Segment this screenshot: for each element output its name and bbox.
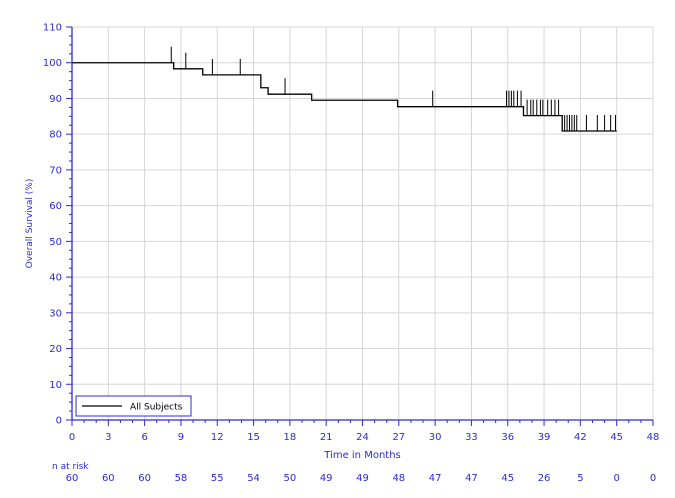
risk-count: 54 bbox=[247, 473, 260, 484]
legend: All Subjects bbox=[75, 395, 192, 417]
y-tick-label: 30 bbox=[49, 308, 62, 319]
y-tick-label: 100 bbox=[43, 58, 62, 69]
risk-count: 47 bbox=[465, 473, 478, 484]
risk-count: 26 bbox=[538, 473, 551, 484]
axes bbox=[66, 26, 654, 426]
x-tick-label: 6 bbox=[141, 432, 147, 443]
x-tick-label: 36 bbox=[501, 432, 514, 443]
y-tick-label: 60 bbox=[49, 201, 62, 212]
y-tick-label: 40 bbox=[49, 273, 62, 284]
y-tick-label: 0 bbox=[56, 416, 62, 427]
risk-count: 5 bbox=[577, 473, 583, 484]
y-tick-label: 70 bbox=[49, 165, 62, 176]
y-tick-label: 50 bbox=[49, 237, 62, 248]
x-tick-label: 30 bbox=[429, 432, 442, 443]
x-tick-label: 15 bbox=[247, 432, 260, 443]
x-tick-label: 39 bbox=[538, 432, 551, 443]
risk-count: 50 bbox=[284, 473, 297, 484]
x-tick-label: 12 bbox=[211, 432, 224, 443]
survival-step-line bbox=[72, 62, 617, 132]
x-tick-label: 48 bbox=[647, 432, 660, 443]
x-tick-label: 45 bbox=[610, 432, 623, 443]
x-tick-label: 42 bbox=[574, 432, 587, 443]
risk-table-label: n at risk bbox=[52, 462, 89, 472]
y-axis-label: Overall Survival (%) bbox=[25, 179, 35, 269]
x-tick-label: 0 bbox=[69, 432, 75, 443]
risk-count: 0 bbox=[614, 473, 620, 484]
y-tick-label: 10 bbox=[49, 380, 62, 391]
grid-lines bbox=[72, 26, 654, 420]
risk-count: 58 bbox=[175, 473, 188, 484]
risk-count: 55 bbox=[211, 473, 224, 484]
x-tick-label: 24 bbox=[356, 432, 369, 443]
censor-marks bbox=[170, 46, 616, 131]
x-tick-label: 18 bbox=[284, 432, 297, 443]
y-tick-label: 90 bbox=[49, 94, 62, 105]
y-tick-label: 20 bbox=[49, 344, 62, 355]
x-tick-label: 21 bbox=[320, 432, 333, 443]
risk-count: 60 bbox=[66, 473, 79, 484]
risk-count: 48 bbox=[392, 473, 405, 484]
y-tick-label: 110 bbox=[43, 23, 62, 34]
tick-labels: 0 3 6 9 12 15 18 21 24 27 30 33 36 39 42 45 480102030405… bbox=[43, 23, 659, 444]
x-tick-label: 27 bbox=[392, 432, 405, 443]
risk-count: 49 bbox=[356, 473, 369, 484]
x-tick-label: 9 bbox=[178, 432, 184, 443]
risk-count: 45 bbox=[501, 473, 514, 484]
risk-count: 49 bbox=[320, 473, 333, 484]
risk-count: 60 bbox=[102, 473, 115, 484]
legend-box bbox=[75, 395, 192, 417]
risk-count: 47 bbox=[429, 473, 442, 484]
x-axis-label: Time in Months bbox=[323, 450, 401, 461]
legend-label: All Subjects bbox=[130, 403, 183, 413]
x-tick-label: 33 bbox=[465, 432, 478, 443]
risk-count: 0 bbox=[650, 473, 656, 484]
x-tick-label: 3 bbox=[105, 432, 111, 443]
risk-count: 60 bbox=[138, 473, 151, 484]
y-tick-label: 80 bbox=[49, 130, 62, 141]
survival-curve bbox=[72, 62, 617, 132]
